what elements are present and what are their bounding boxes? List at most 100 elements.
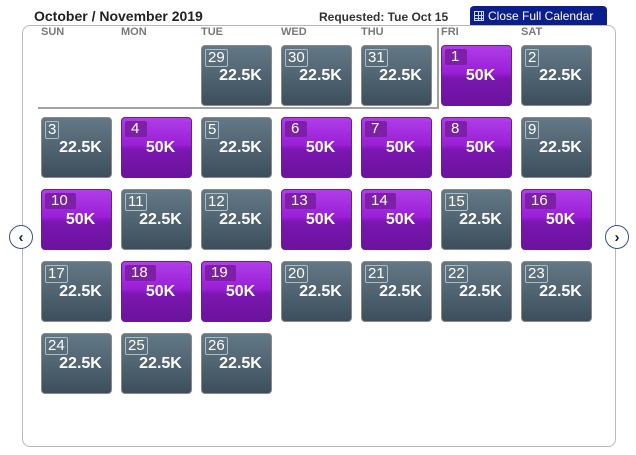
calendar-day-cell[interactable]: 25 22.5K	[121, 333, 192, 394]
fare-price: 22.5K	[59, 283, 102, 300]
day-number: 26	[205, 337, 228, 355]
fare-price: 22.5K	[539, 67, 582, 84]
fare-price: 50K	[225, 283, 256, 300]
fare-price: 22.5K	[539, 283, 582, 300]
day-number: 2	[525, 49, 540, 67]
calendar-day-cell[interactable]: 7 50K	[361, 117, 432, 178]
day-number: 19	[205, 265, 236, 281]
fare-price: 50K	[385, 139, 416, 156]
calendar-day-cell[interactable]: 10 50K	[41, 189, 112, 250]
day-number: 1	[445, 49, 468, 65]
calendar-day-cell[interactable]: 22 22.5K	[441, 261, 512, 322]
calendar-day-cell[interactable]: 30 22.5K	[281, 45, 352, 106]
day-number: 22	[445, 265, 468, 283]
fare-price: 22.5K	[299, 283, 342, 300]
calendar-day-cell[interactable]: 9 22.5K	[521, 117, 592, 178]
calendar-day-cell[interactable]: 3 22.5K	[41, 117, 112, 178]
day-number: 13	[285, 193, 316, 209]
month-divider-vertical	[437, 28, 439, 109]
calendar-day-cell[interactable]: 16 50K	[521, 189, 592, 250]
day-number: 10	[45, 193, 76, 209]
calendar-day-cell[interactable]: 17 22.5K	[41, 261, 112, 322]
day-number: 18	[125, 265, 156, 281]
fare-price: 22.5K	[379, 67, 422, 84]
calendar-day-cell[interactable]: 23 22.5K	[521, 261, 592, 322]
calendar-day-cell[interactable]: 18 50K	[121, 261, 192, 322]
fare-price: 22.5K	[459, 211, 502, 228]
day-number: 5	[205, 121, 220, 139]
requested-date: Requested: Tue Oct 15	[319, 10, 449, 24]
day-number: 29	[205, 49, 228, 67]
calendar-day-cell[interactable]: 13 50K	[281, 189, 352, 250]
day-number: 16	[525, 193, 556, 209]
fare-price: 22.5K	[299, 67, 342, 84]
weekday-header: TUE	[201, 26, 223, 38]
fare-price: 22.5K	[219, 211, 262, 228]
day-number: 25	[125, 337, 148, 355]
calendar-day-cell[interactable]: 5 22.5K	[201, 117, 272, 178]
calendar-day-cell[interactable]: 6 50K	[281, 117, 352, 178]
fare-price: 50K	[465, 67, 496, 84]
day-number: 20	[285, 265, 308, 283]
calendar-day-cell[interactable]: 11 22.5K	[121, 189, 192, 250]
day-number: 15	[445, 193, 468, 211]
close-full-calendar-button[interactable]: Close Full Calendar	[470, 6, 607, 25]
fare-price: 22.5K	[459, 283, 502, 300]
weekday-header: THU	[361, 26, 384, 38]
weekday-header: SUN	[41, 26, 65, 38]
day-number: 14	[365, 193, 396, 209]
calendar-day-cell[interactable]: 21 22.5K	[361, 261, 432, 322]
fare-price: 22.5K	[59, 139, 102, 156]
fare-price: 22.5K	[139, 355, 182, 372]
chevron-left-icon: ‹	[18, 228, 24, 246]
day-number: 17	[45, 265, 68, 283]
month-divider-horizontal	[38, 107, 439, 109]
day-number: 12	[205, 193, 228, 211]
fare-price: 50K	[545, 211, 576, 228]
fare-price: 50K	[145, 283, 176, 300]
fare-price: 50K	[305, 139, 336, 156]
calendar-day-cell[interactable]: 31 22.5K	[361, 45, 432, 106]
calendar-day-cell[interactable]: 4 50K	[121, 117, 192, 178]
fare-price: 50K	[305, 211, 336, 228]
fare-price: 22.5K	[219, 67, 262, 84]
day-number: 3	[45, 121, 60, 139]
calendar-day-cell[interactable]: 14 50K	[361, 189, 432, 250]
weekday-header: WED	[281, 26, 307, 38]
calendar-day-cell[interactable]: 20 22.5K	[281, 261, 352, 322]
fare-price: 50K	[385, 211, 416, 228]
calendar-day-cell[interactable]: 2 22.5K	[521, 45, 592, 106]
day-number: 6	[285, 121, 308, 137]
day-number: 7	[365, 121, 388, 137]
day-number: 8	[445, 121, 468, 137]
next-month-button[interactable]: ›	[605, 225, 629, 249]
calendar-grid-icon	[474, 10, 484, 21]
fare-price: 22.5K	[379, 283, 422, 300]
day-number: 21	[365, 265, 388, 283]
weekday-header: SAT	[521, 26, 543, 38]
calendar-day-cell[interactable]: 26 22.5K	[201, 333, 272, 394]
day-number: 31	[365, 49, 388, 67]
calendar-day-cell[interactable]: 29 22.5K	[201, 45, 272, 106]
calendar-day-cell[interactable]: 12 22.5K	[201, 189, 272, 250]
day-number: 23	[525, 265, 548, 283]
day-number: 4	[125, 121, 148, 137]
calendar-day-cell[interactable]: 8 50K	[441, 117, 512, 178]
day-number: 24	[45, 337, 68, 355]
calendar-day-cell[interactable]: 19 50K	[201, 261, 272, 322]
weekday-header: MON	[121, 26, 147, 38]
fare-price: 50K	[65, 211, 96, 228]
prev-month-button[interactable]: ‹	[9, 225, 33, 249]
fare-price: 50K	[145, 139, 176, 156]
fare-price: 50K	[465, 139, 496, 156]
close-full-calendar-label: Close Full Calendar	[488, 8, 594, 23]
fare-price: 22.5K	[219, 355, 262, 372]
calendar-day-cell[interactable]: 15 22.5K	[441, 189, 512, 250]
weekday-header: FRI	[441, 26, 459, 38]
calendar-day-cell[interactable]: 24 22.5K	[41, 333, 112, 394]
calendar-day-cell[interactable]: 1 50K	[441, 45, 512, 106]
calendar-title: October / November 2019	[34, 8, 203, 24]
day-number: 9	[525, 121, 540, 139]
fare-price: 22.5K	[59, 355, 102, 372]
day-number: 11	[125, 193, 147, 211]
